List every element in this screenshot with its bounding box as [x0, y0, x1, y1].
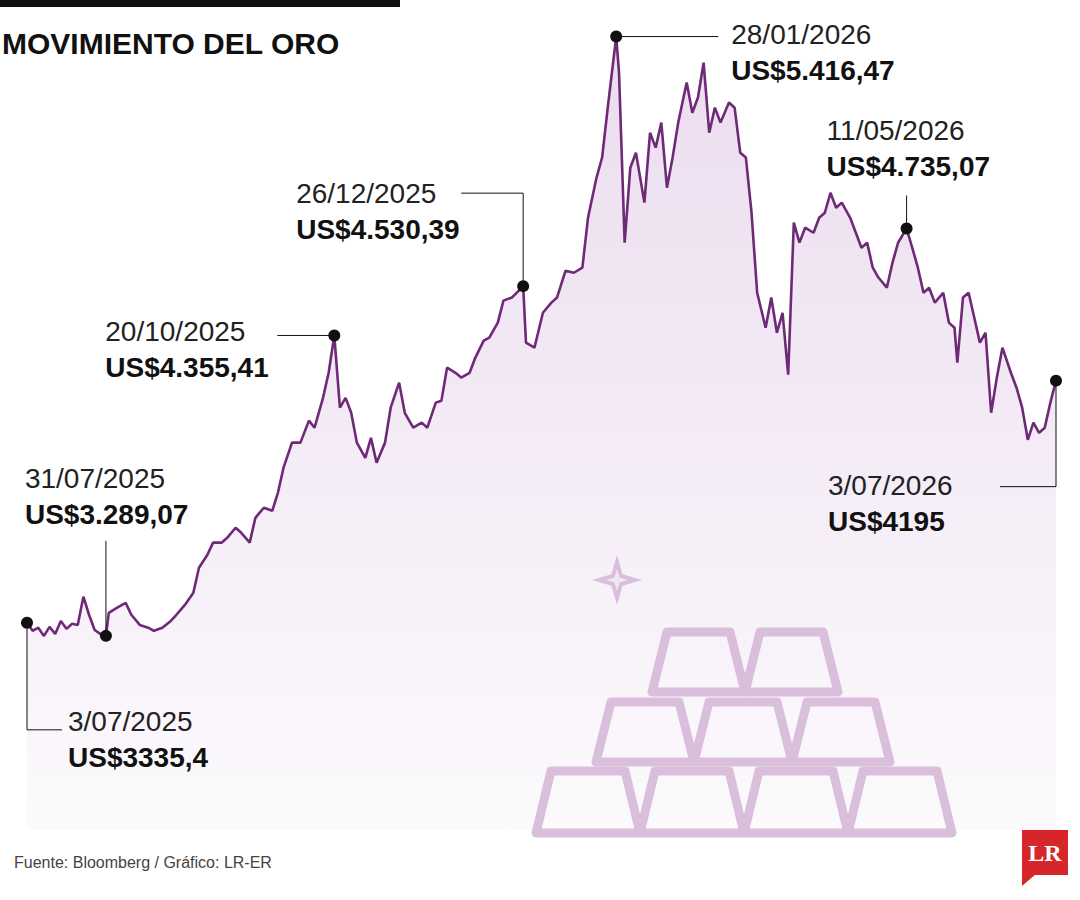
svg-text:US$3335,4: US$3335,4: [68, 742, 209, 773]
svg-text:28/01/2026: 28/01/2026: [731, 19, 871, 50]
svg-text:US$5.416,47: US$5.416,47: [731, 55, 894, 86]
svg-text:US$4.735,07: US$4.735,07: [827, 151, 990, 182]
svg-text:US$4195: US$4195: [828, 506, 945, 537]
svg-text:31/07/2025: 31/07/2025: [25, 463, 165, 494]
svg-text:20/10/2025: 20/10/2025: [105, 316, 245, 347]
svg-text:3/07/2026: 3/07/2026: [828, 470, 953, 501]
svg-text:US$4.355,41: US$4.355,41: [105, 352, 268, 383]
svg-text:LR: LR: [1028, 840, 1062, 866]
svg-text:MOVIMIENTO DEL ORO: MOVIMIENTO DEL ORO: [2, 27, 339, 60]
svg-text:US$3.289,07: US$3.289,07: [25, 499, 188, 530]
svg-text:US$4.530,39: US$4.530,39: [296, 214, 459, 245]
svg-text:11/05/2026: 11/05/2026: [827, 115, 965, 146]
svg-text:26/12/2025: 26/12/2025: [296, 178, 436, 209]
svg-text:3/07/2025: 3/07/2025: [68, 706, 193, 737]
svg-text:Fuente: Bloomberg / Gráfico: L: Fuente: Bloomberg / Gráfico: LR-ER: [14, 854, 272, 871]
